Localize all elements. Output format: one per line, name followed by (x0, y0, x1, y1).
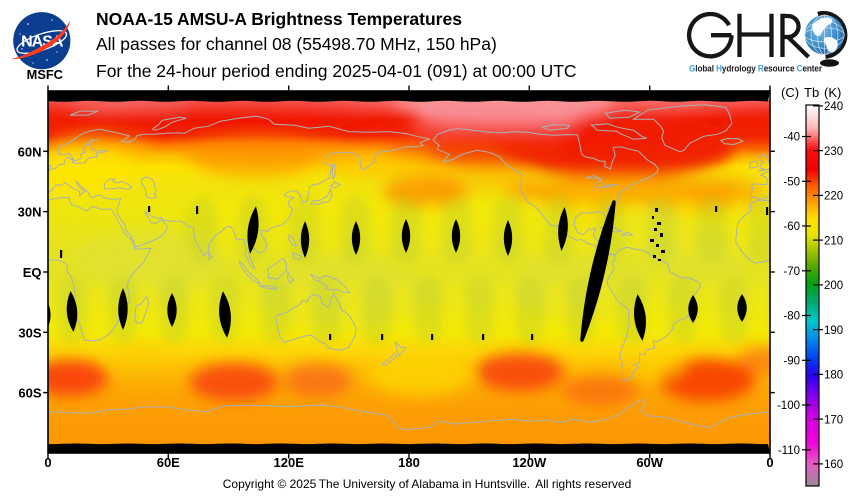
svg-text:(C): (C) (781, 85, 799, 100)
svg-text:210: 210 (824, 235, 843, 247)
svg-text:220: 220 (824, 191, 843, 203)
svg-text:120W: 120W (512, 455, 547, 470)
svg-text:-110: -110 (778, 445, 800, 457)
svg-text:180: 180 (824, 370, 843, 382)
svg-text:60N: 60N (18, 144, 42, 159)
svg-text:120E: 120E (274, 455, 305, 470)
svg-text:30N: 30N (18, 205, 42, 220)
svg-text:-60: -60 (783, 221, 800, 233)
svg-text:60S: 60S (18, 386, 41, 401)
svg-text:Global Hydrology Resource Cent: Global Hydrology Resource Center (689, 64, 822, 75)
svg-text:-80: -80 (783, 311, 800, 323)
svg-text:190: 190 (824, 325, 843, 337)
svg-text:0: 0 (44, 455, 51, 470)
svg-text:Tb: Tb (804, 85, 819, 100)
svg-text:-90: -90 (783, 356, 800, 368)
svg-text:-50: -50 (783, 177, 800, 189)
svg-text:MSFC: MSFC (27, 67, 63, 82)
svg-text:180: 180 (398, 455, 420, 470)
svg-text:60W: 60W (636, 455, 663, 470)
svg-text:60E: 60E (157, 455, 180, 470)
svg-text:NASA: NASA (21, 34, 64, 51)
svg-text:200: 200 (824, 280, 843, 292)
svg-text:170: 170 (824, 414, 843, 426)
svg-text:(K): (K) (824, 85, 841, 100)
svg-text:-40: -40 (783, 132, 800, 144)
svg-text:240: 240 (824, 101, 843, 113)
svg-text:0: 0 (766, 455, 773, 470)
svg-text:230: 230 (824, 146, 843, 158)
svg-text:-100: -100 (777, 400, 800, 412)
svg-text:-70: -70 (783, 266, 800, 278)
svg-text:30S: 30S (18, 325, 41, 340)
svg-text:160: 160 (824, 459, 843, 471)
svg-text:EQ: EQ (23, 265, 42, 280)
